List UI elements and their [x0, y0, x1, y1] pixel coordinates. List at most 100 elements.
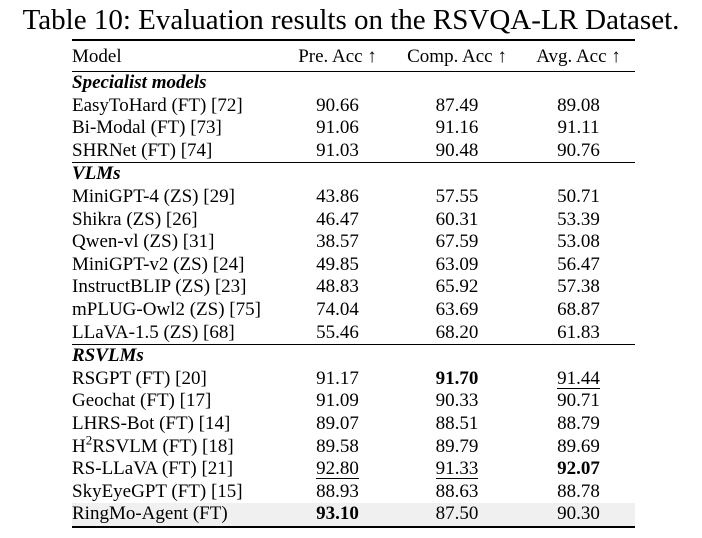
metric-value: 53.39: [522, 209, 635, 232]
metric-value-text: 55.46: [316, 321, 359, 343]
section-header-row: Specialist models: [72, 72, 635, 95]
metric-value: 91.16: [392, 117, 522, 140]
table-row: RingMo-Agent (FT) 93.10 87.50 90.30: [72, 503, 635, 527]
metric-value: 63.69: [392, 299, 522, 322]
header-row: Model Pre. Acc ↑ Comp. Acc ↑ Avg. Acc ↑: [72, 40, 635, 72]
metric-value: 87.50: [392, 503, 522, 527]
metric-value: 90.71: [522, 390, 635, 413]
superscript: 2: [85, 432, 93, 448]
metric-value: 53.08: [522, 231, 635, 254]
table-row: mPLUG-Owl2 (ZS) [75] 74.04 63.69 68.87: [72, 299, 635, 322]
metric-value: 60.31: [392, 209, 522, 232]
metric-value-text: 57.38: [557, 276, 600, 298]
metric-value: 90.33: [392, 390, 522, 413]
model-name: Geochat (FT) [17]: [72, 390, 212, 412]
metric-value-text: 91.70: [435, 367, 479, 389]
metric-value: 68.87: [522, 299, 635, 322]
metric-value-text: 87.50: [435, 503, 479, 525]
table-caption: Table 10: Evaluation results on the RSVQ…: [22, 4, 680, 36]
metric-value: 57.38: [522, 276, 635, 299]
model-name: mPLUG-Owl2 (ZS) [75]: [72, 298, 261, 320]
metric-value: 91.44: [522, 368, 635, 391]
model-name: LHRS-Bot (FT) [14]: [72, 412, 231, 434]
metric-value-text: 61.83: [557, 321, 600, 343]
metric-value: 61.83: [522, 322, 635, 345]
metric-value-text: 88.79: [557, 412, 600, 434]
metric-value: 50.71: [522, 186, 635, 209]
model-name: RingMo-Agent (FT): [72, 503, 283, 527]
metric-value: 90.30: [522, 503, 635, 527]
metric-value: 90.66: [283, 95, 392, 118]
metric-value: 91.17: [283, 368, 392, 391]
table-row: LLaVA-1.5 (ZS) [68] 55.46 68.20 61.83: [72, 322, 635, 345]
metric-value-text: 89.79: [435, 435, 479, 457]
metric-value: 93.10: [283, 503, 392, 527]
model-name: RSGPT (FT) [20]: [72, 367, 207, 389]
metric-value: 65.92: [392, 276, 522, 299]
metric-value-text: 90.76: [557, 139, 600, 161]
metric-value: 91.03: [283, 140, 392, 163]
section-header-row: RSVLMs: [72, 344, 635, 368]
metric-value: 74.04: [283, 299, 392, 322]
metric-value-text: 48.83: [316, 276, 359, 298]
section-label: RSVLMs: [72, 344, 635, 368]
model-name: Bi-Modal (FT) [73]: [72, 117, 222, 139]
metric-value: 91.06: [283, 117, 392, 140]
metric-value-text: 50.71: [557, 185, 600, 207]
metric-value-text: 91.33: [435, 458, 479, 480]
column-header-comp-acc: Comp. Acc ↑: [392, 40, 522, 72]
model-name: EasyToHard (FT) [72]: [72, 94, 243, 116]
metric-value: 67.59: [392, 231, 522, 254]
metric-value: 43.86: [283, 186, 392, 209]
table-row: Shikra (ZS) [26] 46.47 60.31 53.39: [72, 209, 635, 232]
table-row: Bi-Modal (FT) [73] 91.06 91.16 91.11: [72, 117, 635, 140]
model-name: MiniGPT-4 (ZS) [29]: [72, 185, 235, 207]
model-name: Shikra (ZS) [26]: [72, 208, 198, 230]
model-name: SHRNet (FT) [74]: [72, 139, 213, 161]
metric-value-text: 89.08: [557, 94, 600, 116]
metric-value-text: 43.86: [316, 185, 359, 207]
table-row: LHRS-Bot (FT) [14] 89.07 88.51 88.79: [72, 413, 635, 436]
metric-value: 92.80: [283, 458, 392, 481]
table-row: EasyToHard (FT) [72] 90.66 87.49 89.08: [72, 95, 635, 118]
metric-value-text: 60.31: [435, 208, 479, 230]
table-row: MiniGPT-v2 (ZS) [24] 49.85 63.09 56.47: [72, 254, 635, 277]
metric-value: 88.79: [522, 413, 635, 436]
metric-value-text: 91.06: [316, 117, 359, 139]
metric-value-text: 91.44: [557, 367, 600, 389]
metric-value-text: 93.10: [316, 503, 359, 525]
metric-value-text: 90.30: [557, 503, 600, 525]
results-table: Model Pre. Acc ↑ Comp. Acc ↑ Avg. Acc ↑ …: [72, 39, 635, 528]
metric-value-text: 89.58: [316, 435, 359, 457]
metric-value-text: 91.03: [316, 139, 359, 161]
metric-value-text: 91.09: [316, 390, 359, 412]
metric-value: 88.51: [392, 413, 522, 436]
metric-value: 90.76: [522, 140, 635, 163]
table-row: MiniGPT-4 (ZS) [29] 43.86 57.55 50.71: [72, 186, 635, 209]
metric-value-text: 53.08: [557, 231, 600, 253]
metric-value: 90.48: [392, 140, 522, 163]
metric-value: 57.55: [392, 186, 522, 209]
metric-value-text: 63.09: [435, 253, 479, 275]
metric-value-text: 65.92: [435, 276, 479, 298]
table-row: Qwen-vl (ZS) [31] 38.57 67.59 53.08: [72, 231, 635, 254]
metric-value-text: 88.93: [316, 480, 359, 502]
metric-value-text: 46.47: [316, 208, 359, 230]
table-row: InstructBLIP (ZS) [23] 48.83 65.92 57.38: [72, 276, 635, 299]
metric-value: 68.20: [392, 322, 522, 345]
metric-value: 91.70: [392, 368, 522, 391]
results-table-container: Model Pre. Acc ↑ Comp. Acc ↑ Avg. Acc ↑ …: [72, 39, 635, 528]
metric-value-text: 92.07: [557, 458, 600, 480]
metric-value-text: 88.51: [435, 412, 479, 434]
model-name: MiniGPT-v2 (ZS) [24]: [72, 253, 245, 275]
metric-value-text: 89.07: [316, 412, 359, 434]
metric-value-text: 49.85: [316, 253, 359, 275]
section-header-row: VLMs: [72, 162, 635, 186]
metric-value-text: 87.49: [435, 94, 479, 116]
table-row: Geochat (FT) [17] 91.09 90.33 90.71: [72, 390, 635, 413]
metric-value-text: 92.80: [316, 458, 359, 480]
column-header-pre-acc: Pre. Acc ↑: [283, 40, 392, 72]
section-label: Specialist models: [72, 72, 207, 93]
table-row: RSGPT (FT) [20] 91.17 91.70 91.44: [72, 368, 635, 391]
metric-value: 56.47: [522, 254, 635, 277]
